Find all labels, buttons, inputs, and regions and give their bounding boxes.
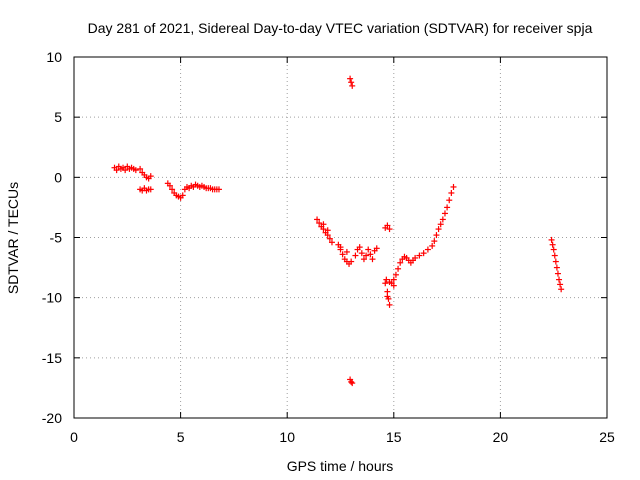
data-point xyxy=(553,264,560,271)
axis-ticks: 0 5 10 15 20 25 -20 -15 -10 -5 0 5 10 xyxy=(42,49,615,445)
data-point xyxy=(363,252,370,259)
data-point xyxy=(557,281,564,288)
data-point xyxy=(137,165,144,172)
grid xyxy=(74,57,607,418)
data-point xyxy=(552,258,559,265)
data-point xyxy=(132,167,139,174)
data-point xyxy=(435,226,442,233)
y-tick-label: 5 xyxy=(54,109,62,125)
data-point xyxy=(386,301,393,308)
data-point xyxy=(439,216,446,223)
data-point xyxy=(548,236,555,243)
x-tick-label: 10 xyxy=(279,429,295,445)
data-point xyxy=(390,276,397,283)
data-point xyxy=(433,232,440,239)
y-tick-label: -5 xyxy=(50,230,63,246)
data-point xyxy=(348,258,355,265)
data-point xyxy=(328,239,335,246)
data-point xyxy=(397,259,404,266)
data-point xyxy=(384,222,391,229)
y-tick-label: -20 xyxy=(42,410,62,426)
x-axis-label: GPS time / hours xyxy=(287,458,394,474)
data-point xyxy=(358,250,365,257)
data-point xyxy=(446,197,453,204)
data-point xyxy=(179,192,186,199)
data-point xyxy=(337,244,344,251)
data-point xyxy=(348,378,355,385)
x-tick-label: 25 xyxy=(599,429,615,445)
data-point xyxy=(554,270,561,277)
data-point xyxy=(348,79,355,86)
data-point xyxy=(424,246,431,253)
data-point xyxy=(437,221,444,228)
data-point xyxy=(352,252,359,259)
y-tick-label: 0 xyxy=(54,169,62,185)
x-tick-label: 20 xyxy=(493,429,509,445)
x-tick-label: 0 xyxy=(70,429,78,445)
data-point xyxy=(215,186,222,193)
data-point xyxy=(556,276,563,283)
y-axis-label: SDTVAR / TECUs xyxy=(5,182,21,294)
data-point xyxy=(386,226,393,233)
data-point xyxy=(450,183,457,190)
data-point xyxy=(349,82,356,89)
data-point xyxy=(441,210,448,217)
plot-frame xyxy=(73,56,608,419)
data-points xyxy=(111,75,565,387)
data-point xyxy=(416,252,423,259)
data-point xyxy=(122,167,129,174)
data-point xyxy=(147,186,154,193)
data-point xyxy=(549,241,556,248)
data-point xyxy=(369,256,376,263)
chart-title: Day 281 of 2021, Sidereal Day-to-day VTE… xyxy=(88,20,593,36)
data-point xyxy=(316,220,323,227)
data-point xyxy=(347,75,354,82)
data-point xyxy=(382,280,389,287)
y-tick-label: -10 xyxy=(42,290,62,306)
data-point xyxy=(373,245,380,252)
data-point xyxy=(429,242,436,249)
data-point xyxy=(320,221,327,228)
data-point xyxy=(147,173,154,180)
data-point xyxy=(383,276,390,283)
x-tick-label: 5 xyxy=(177,429,185,445)
y-tick-label: 10 xyxy=(46,49,62,65)
data-point xyxy=(384,293,391,300)
x-tick-label: 15 xyxy=(386,429,402,445)
data-point xyxy=(444,204,451,211)
data-point xyxy=(113,167,120,174)
data-point xyxy=(412,254,419,261)
data-point xyxy=(367,251,374,258)
data-point xyxy=(365,246,372,253)
data-point xyxy=(356,244,363,251)
data-point xyxy=(558,286,565,293)
data-point xyxy=(343,248,350,255)
y-tick-label: -15 xyxy=(42,350,62,366)
data-point xyxy=(448,189,455,196)
data-point xyxy=(550,246,557,253)
data-point xyxy=(431,238,438,245)
data-point xyxy=(314,216,321,223)
data-point xyxy=(324,227,331,234)
data-point xyxy=(420,250,427,257)
data-point xyxy=(326,235,333,242)
data-point xyxy=(166,182,173,189)
data-point xyxy=(360,256,367,263)
data-point xyxy=(395,265,402,272)
data-point xyxy=(169,186,176,193)
data-point xyxy=(339,251,346,258)
data-point xyxy=(349,380,356,387)
data-point xyxy=(390,282,397,289)
data-point xyxy=(551,252,558,259)
data-point xyxy=(392,271,399,278)
